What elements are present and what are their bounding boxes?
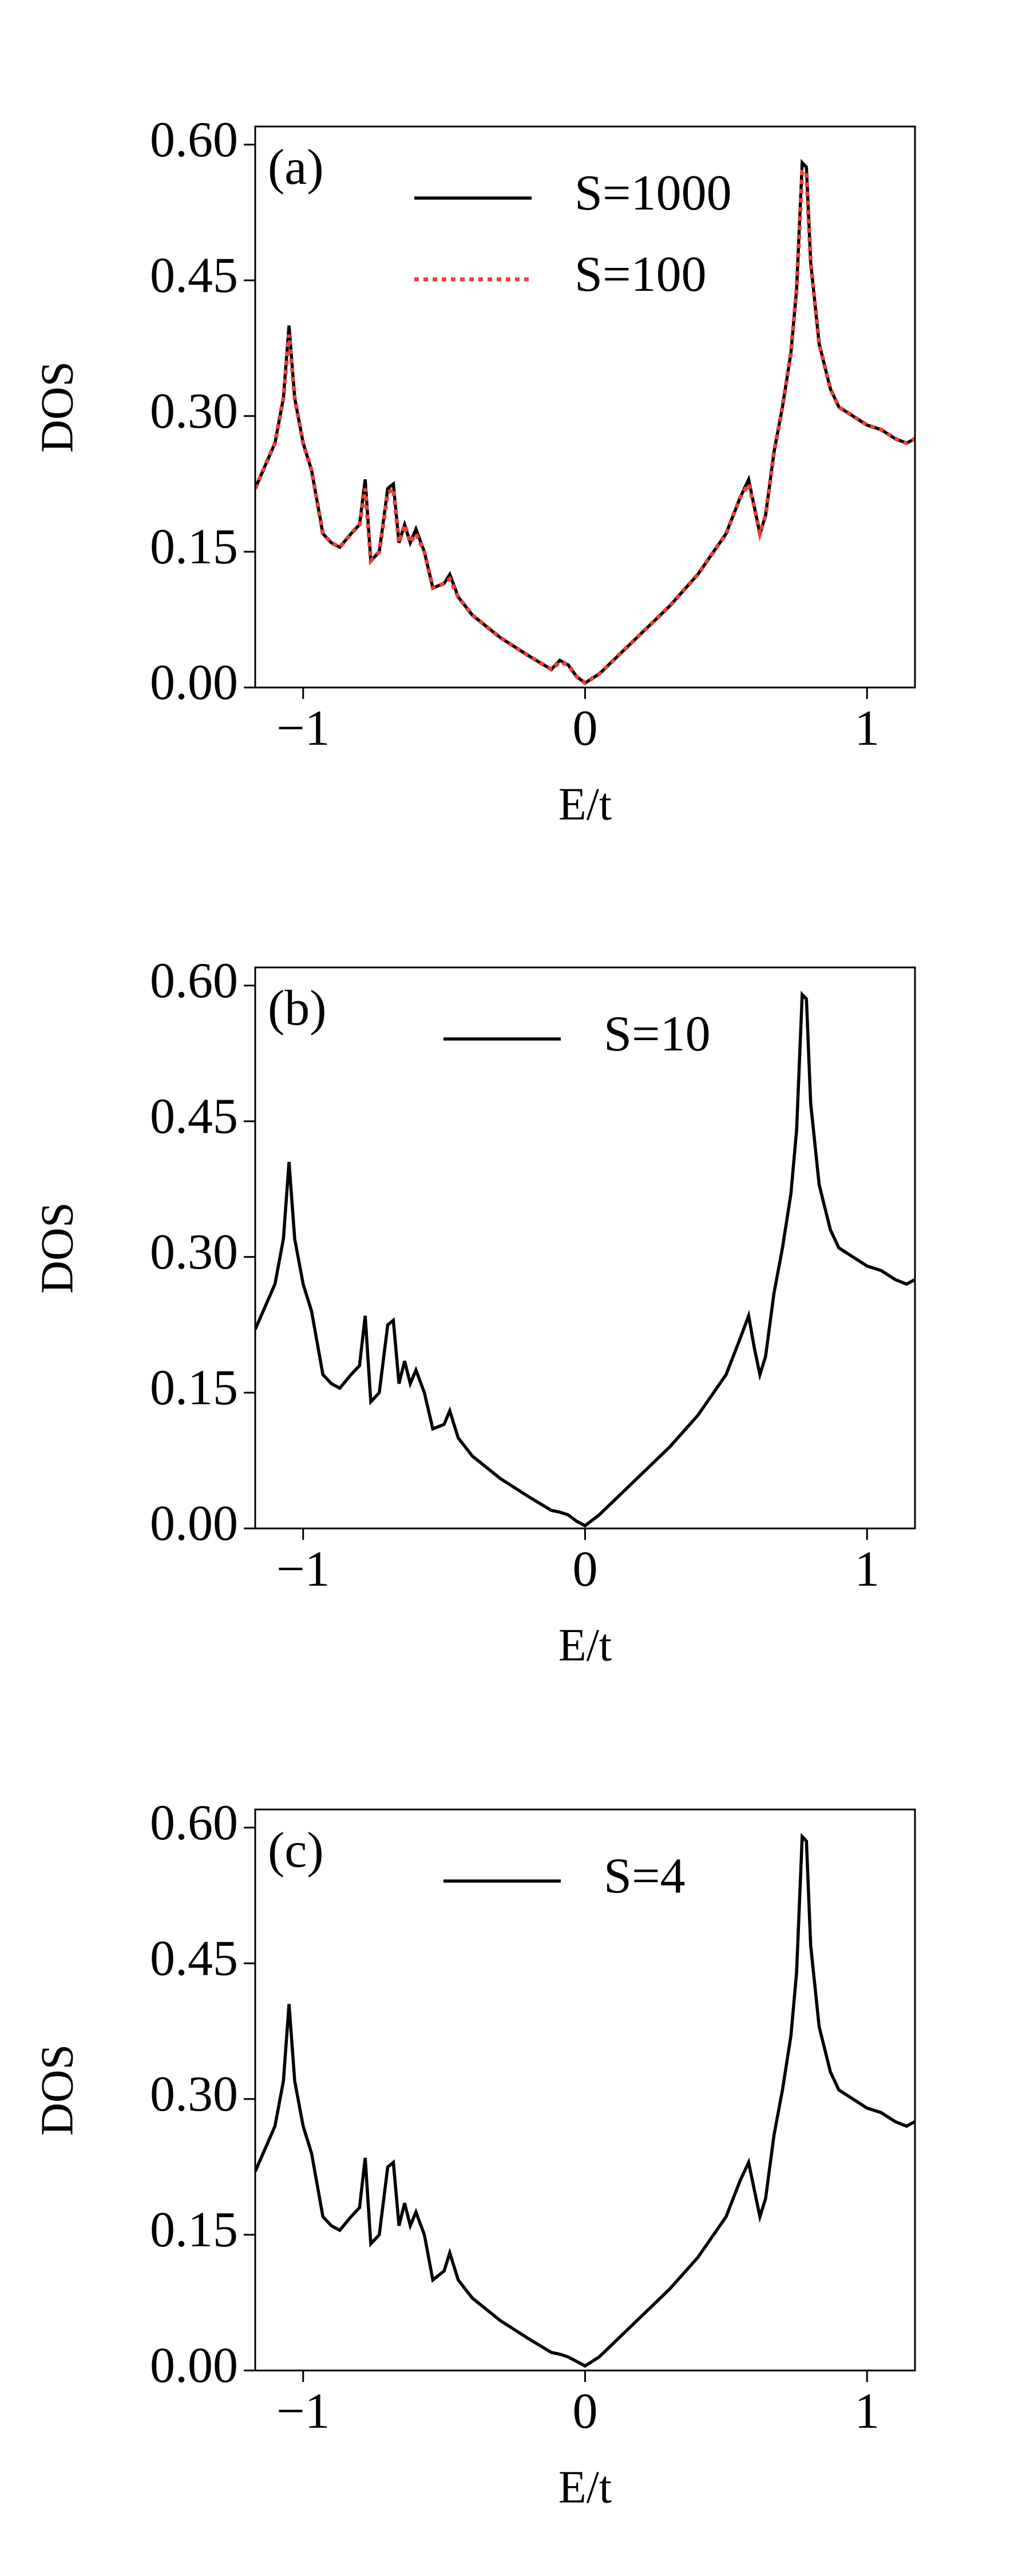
- y-tick-label: 0.45: [150, 248, 238, 303]
- y-tick-label: 0.60: [150, 953, 238, 1009]
- legend-label: S=1000: [575, 165, 732, 221]
- y-tick-label: 0.15: [150, 519, 238, 575]
- legend-label: S=100: [575, 247, 707, 302]
- y-tick-label: 0.60: [150, 1795, 238, 1851]
- x-tick-label: 1: [854, 2384, 880, 2439]
- x-tick-label: 1: [854, 1542, 880, 1597]
- panel-label: (c): [268, 1823, 324, 1878]
- y-tick-label: 0.30: [150, 2067, 238, 2122]
- axes-frame: [254, 966, 916, 1530]
- x-tick-label: −1: [276, 701, 330, 756]
- y-tick-label: 0.45: [150, 1931, 238, 1986]
- y-tick-label: 0.30: [150, 1224, 238, 1280]
- y-axis-label: DOS: [32, 361, 82, 453]
- axes-frame: [254, 1808, 916, 2372]
- y-tick-label: 0.45: [150, 1089, 238, 1144]
- x-tick-label: 1: [854, 701, 880, 756]
- y-tick-label: 0.15: [150, 2202, 238, 2258]
- data-line: [255, 159, 915, 685]
- data-line: [255, 990, 915, 1528]
- y-tick-label: 0.00: [150, 1496, 238, 1551]
- x-axis-label: E/t: [558, 2462, 612, 2512]
- y-tick-label: 0.15: [150, 1360, 238, 1416]
- x-tick-label: 0: [573, 2384, 598, 2439]
- y-axis-label: DOS: [32, 2044, 82, 2136]
- y-tick-label: 0.60: [150, 112, 238, 168]
- panel-label: (b): [268, 981, 327, 1036]
- x-tick-label: −1: [276, 2384, 330, 2439]
- y-tick-label: 0.00: [150, 655, 238, 710]
- y-tick-label: 0.00: [150, 2338, 238, 2393]
- x-tick-label: 0: [573, 1542, 598, 1597]
- panel-label: (a): [268, 140, 324, 195]
- legend-label: S=10: [604, 1006, 711, 1062]
- x-axis-label: E/t: [558, 1620, 612, 1670]
- y-tick-label: 0.30: [150, 384, 238, 439]
- x-tick-label: 0: [573, 701, 598, 756]
- x-tick-label: −1: [276, 1542, 330, 1597]
- y-axis-label: DOS: [32, 1202, 82, 1294]
- legend-label: S=4: [604, 1848, 686, 1904]
- x-axis-label: E/t: [558, 779, 612, 829]
- data-line: [255, 1832, 915, 2368]
